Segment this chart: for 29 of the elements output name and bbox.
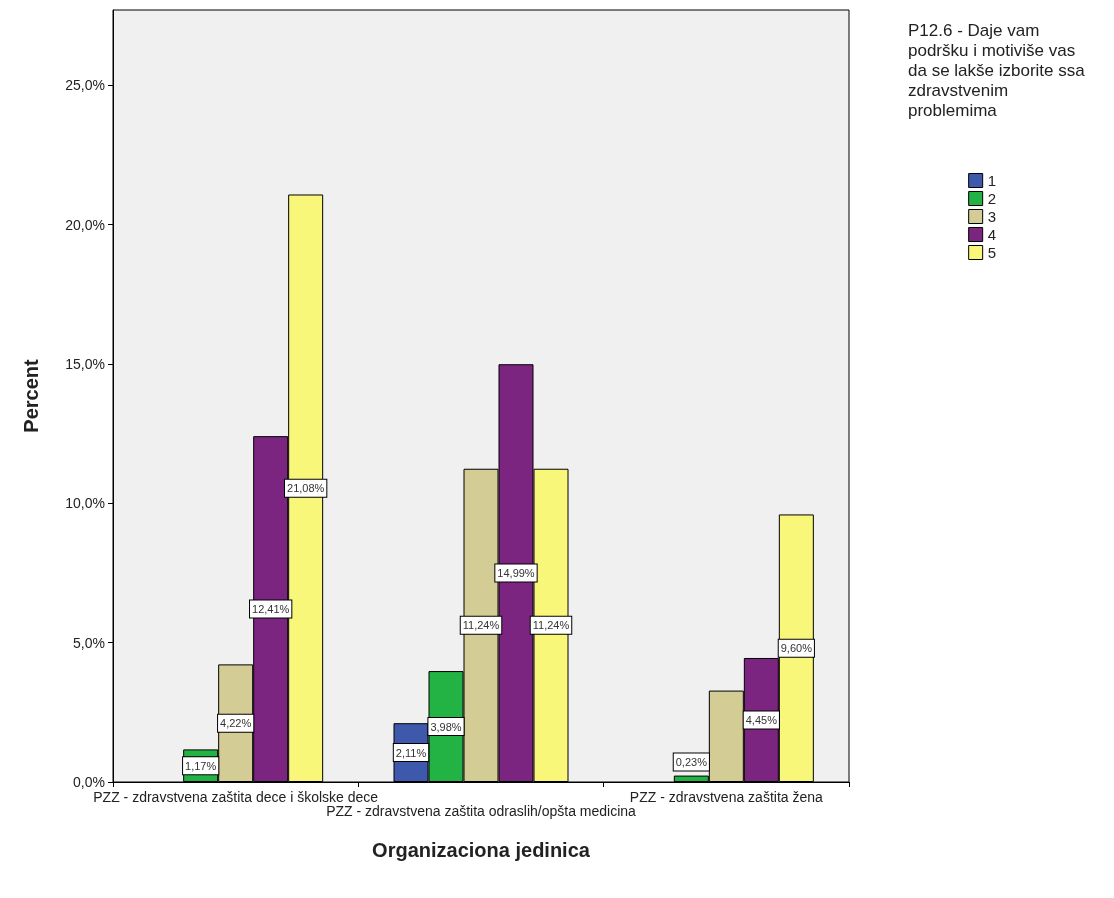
data-label: 1,17% xyxy=(185,759,217,772)
legend-label: 3 xyxy=(987,208,996,225)
x-tick-label: PZZ - zdravstvena zaštita dece i školske dece xyxy=(93,789,379,805)
x-tick-label: PZZ - zdravstvena zaštita žena xyxy=(629,789,824,805)
y-tick-label: 15,0% xyxy=(65,355,105,372)
y-tick-label: 20,0% xyxy=(65,216,105,233)
legend-label: 1 xyxy=(987,172,996,189)
data-label: 12,41% xyxy=(252,603,290,616)
data-label: 21,08% xyxy=(287,482,325,495)
legend-title: P12.6 - Daje vam podršku i motiviše vas da se lakše izborite ssa zdravstvenim problemima xyxy=(908,20,1090,120)
data-label: 2,11% xyxy=(395,746,427,759)
data-label: 11,24% xyxy=(532,619,570,632)
data-label: 4,22% xyxy=(220,717,252,730)
y-tick-label: 25,0% xyxy=(65,77,105,94)
x-axis-title: Organizaciona jedinica xyxy=(372,839,591,861)
y-axis-title: Percent xyxy=(20,358,42,433)
legend-label: 2 xyxy=(987,190,996,207)
y-tick-label: 10,0% xyxy=(65,495,105,512)
legend-label: 4 xyxy=(987,226,996,243)
data-label: 3,98% xyxy=(430,720,462,733)
data-label: 14,99% xyxy=(497,567,535,580)
data-label: 9,60% xyxy=(780,642,813,655)
y-tick-label: 5,0% xyxy=(73,634,105,651)
y-tick-label: 0,0% xyxy=(73,774,105,790)
data-label: 4,45% xyxy=(745,713,778,726)
legend-label: 5 xyxy=(987,244,996,261)
data-label: 0,23% xyxy=(675,756,708,769)
data-label: 11,24% xyxy=(462,619,500,632)
x-tick-label: PZZ - zdravstvena zaštita odraslih/opšta medicina xyxy=(326,803,637,819)
